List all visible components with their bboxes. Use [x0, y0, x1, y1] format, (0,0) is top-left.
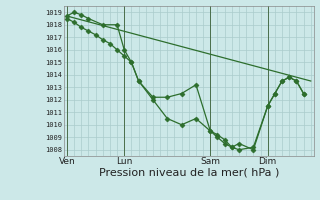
- X-axis label: Pression niveau de la mer( hPa ): Pression niveau de la mer( hPa ): [99, 168, 279, 178]
